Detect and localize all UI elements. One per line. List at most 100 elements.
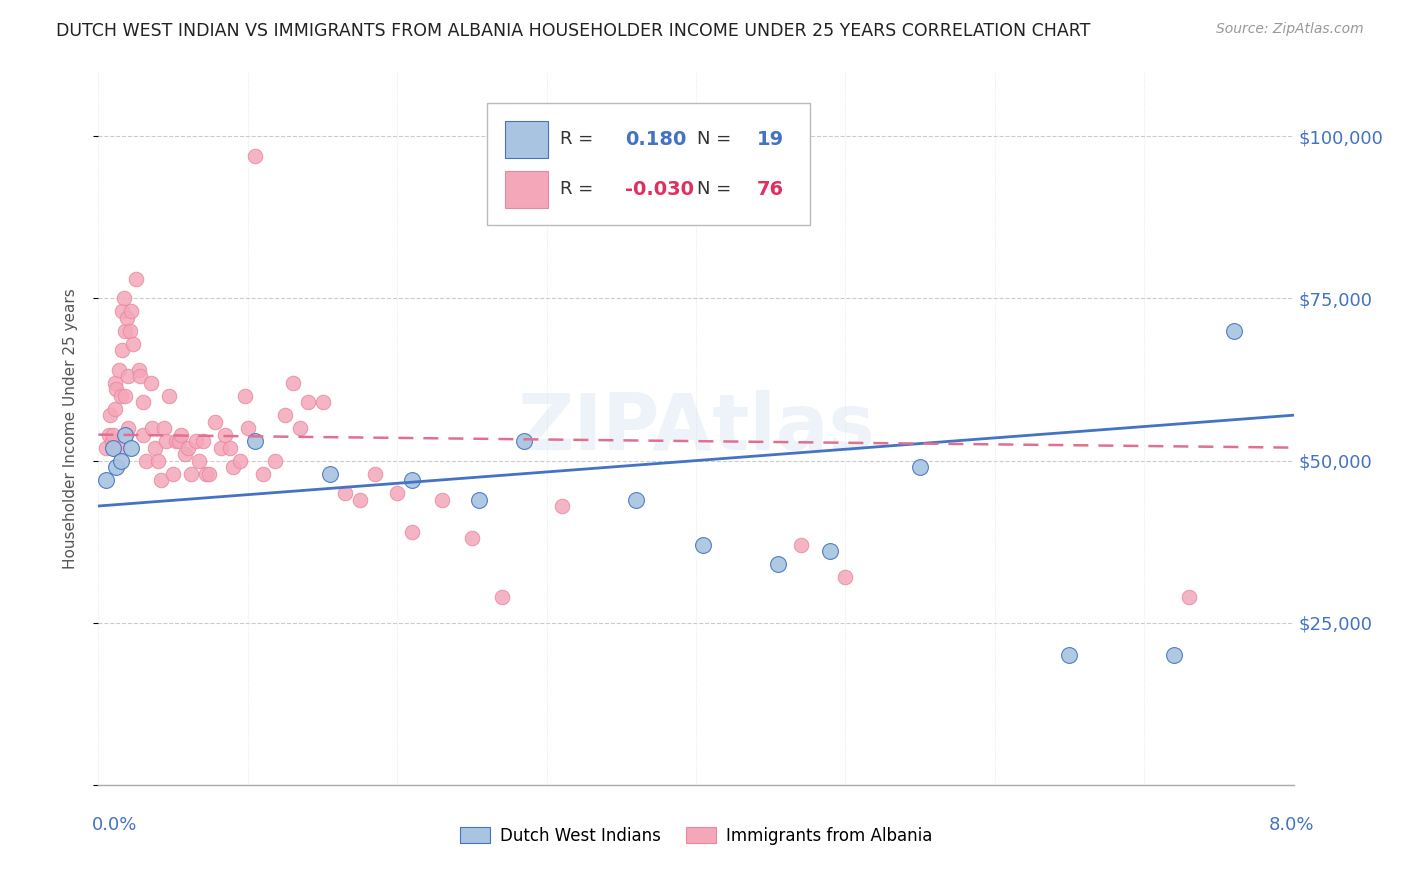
- Point: [139, 376, 162, 390]
- Point: [107, 441, 129, 455]
- Point: [274, 408, 297, 422]
- Point: [111, 304, 134, 318]
- FancyBboxPatch shape: [505, 170, 548, 208]
- Point: [114, 427, 136, 442]
- Point: [245, 149, 267, 163]
- Point: [191, 434, 214, 449]
- Point: [468, 492, 491, 507]
- Point: [333, 486, 356, 500]
- Point: [288, 421, 311, 435]
- Point: [112, 292, 135, 306]
- Point: [364, 467, 387, 481]
- Point: [114, 389, 136, 403]
- Point: [766, 558, 789, 572]
- Point: [550, 499, 572, 513]
- Point: [1059, 648, 1081, 663]
- Point: [834, 570, 856, 584]
- Point: [104, 376, 127, 390]
- Point: [148, 453, 170, 467]
- Point: [129, 369, 152, 384]
- Text: N =: N =: [697, 180, 737, 198]
- Point: [233, 389, 256, 403]
- Point: [143, 441, 166, 455]
- Point: [385, 486, 409, 500]
- Point: [105, 460, 128, 475]
- Point: [195, 467, 218, 481]
- Point: [153, 421, 176, 435]
- Point: [349, 492, 371, 507]
- Text: 0.180: 0.180: [626, 129, 688, 149]
- Point: [169, 427, 191, 442]
- Point: [198, 467, 221, 481]
- Point: [311, 395, 333, 409]
- Text: 8.0%: 8.0%: [1270, 816, 1315, 834]
- Point: [98, 408, 122, 422]
- Point: [263, 453, 285, 467]
- Point: [180, 467, 202, 481]
- Point: [120, 304, 142, 318]
- Point: [132, 395, 155, 409]
- Point: [110, 389, 132, 403]
- Point: [184, 434, 207, 449]
- Point: [94, 473, 117, 487]
- Point: [111, 343, 134, 358]
- Text: N =: N =: [697, 130, 737, 148]
- Text: Source: ZipAtlas.com: Source: ZipAtlas.com: [1216, 22, 1364, 37]
- Point: [214, 427, 236, 442]
- Point: [1178, 590, 1201, 604]
- Point: [209, 441, 232, 455]
- Point: [281, 376, 304, 390]
- Point: [177, 441, 200, 455]
- Point: [174, 447, 197, 461]
- Point: [236, 421, 259, 435]
- Y-axis label: Householder Income Under 25 years: Householder Income Under 25 years: [63, 288, 77, 568]
- Text: 19: 19: [756, 129, 785, 149]
- FancyBboxPatch shape: [486, 103, 810, 225]
- Point: [103, 427, 125, 442]
- Point: [165, 434, 187, 449]
- Text: ZIPAtlas: ZIPAtlas: [517, 390, 875, 467]
- Point: [626, 492, 648, 507]
- Point: [108, 363, 131, 377]
- Point: [252, 467, 274, 481]
- Point: [104, 401, 127, 416]
- Legend: Dutch West Indians, Immigrants from Albania: Dutch West Indians, Immigrants from Alba…: [453, 821, 939, 852]
- Point: [117, 421, 139, 435]
- Point: [401, 473, 423, 487]
- Point: [141, 421, 163, 435]
- Text: 76: 76: [756, 179, 785, 199]
- Point: [319, 467, 342, 481]
- Point: [222, 460, 245, 475]
- Point: [820, 544, 842, 558]
- Point: [128, 363, 150, 377]
- Text: 0.0%: 0.0%: [91, 816, 136, 834]
- Point: [120, 441, 142, 455]
- Point: [491, 590, 513, 604]
- Point: [101, 434, 124, 449]
- Point: [125, 272, 148, 286]
- Text: -0.030: -0.030: [626, 179, 695, 199]
- Point: [167, 434, 190, 449]
- Point: [150, 473, 173, 487]
- Text: R =: R =: [560, 180, 599, 198]
- Point: [114, 324, 136, 338]
- Point: [155, 434, 177, 449]
- Point: [692, 538, 714, 552]
- Point: [118, 324, 141, 338]
- Point: [430, 492, 453, 507]
- Point: [908, 460, 931, 475]
- Point: [94, 441, 117, 455]
- Point: [115, 310, 138, 325]
- Point: [229, 453, 252, 467]
- Point: [103, 441, 125, 455]
- Point: [135, 453, 157, 467]
- Point: [789, 538, 811, 552]
- Point: [110, 453, 132, 467]
- Point: [245, 434, 267, 449]
- Point: [187, 453, 209, 467]
- Point: [132, 427, 155, 442]
- FancyBboxPatch shape: [505, 120, 548, 158]
- Text: R =: R =: [560, 130, 599, 148]
- Point: [105, 382, 128, 396]
- Point: [97, 427, 120, 442]
